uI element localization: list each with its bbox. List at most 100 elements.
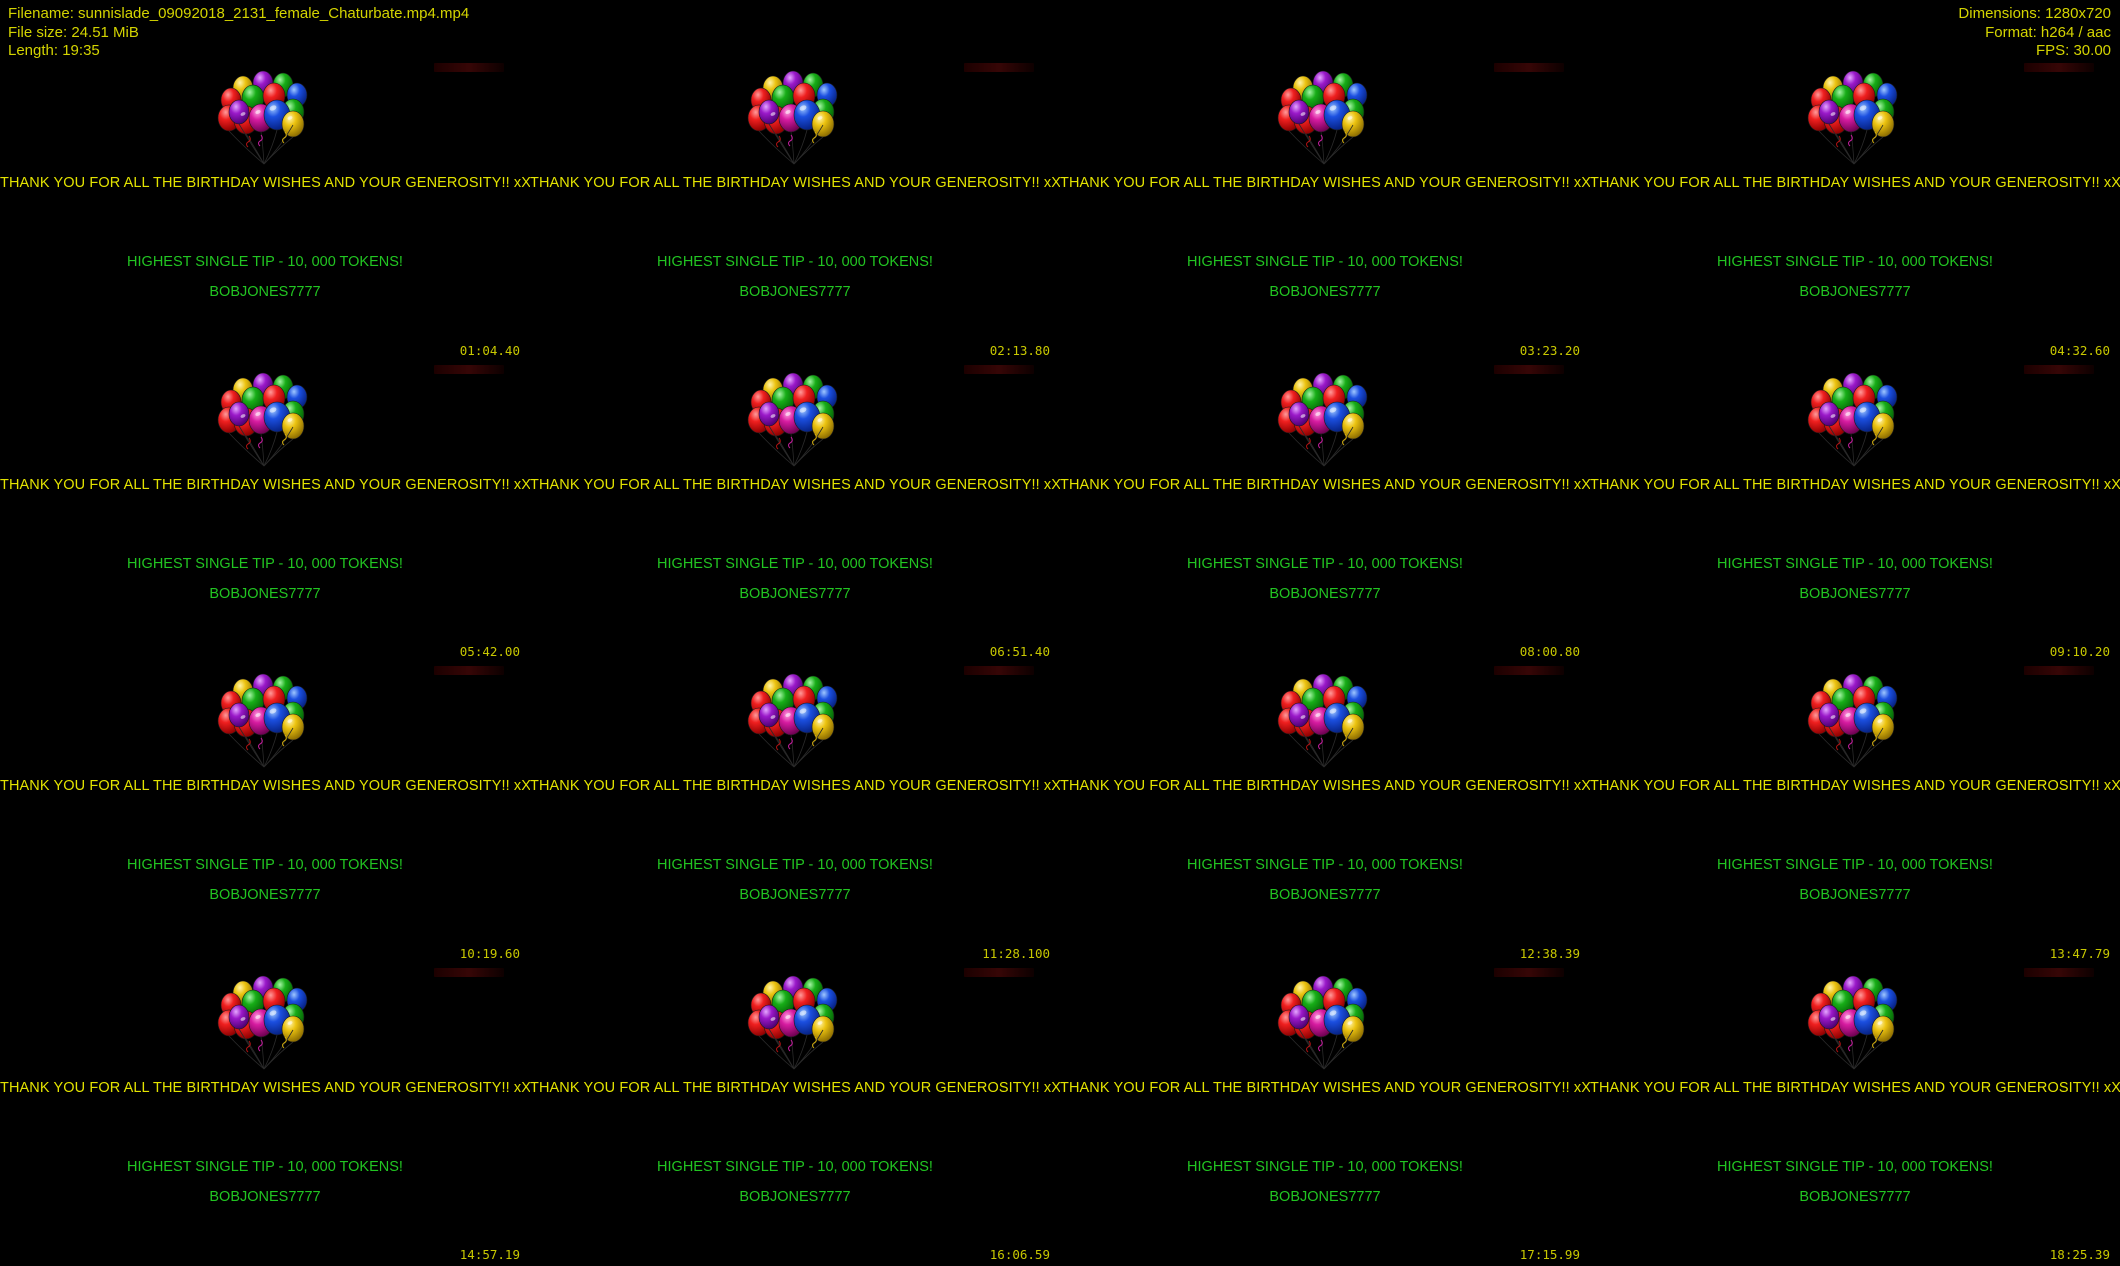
thumbnail-tile-5[interactable]: THANK YOU FOR ALL THE BIRTHDAY WISHES AN… (0, 361, 530, 663)
filename-label: Filename: sunnislade_09092018_2131_femal… (8, 5, 470, 22)
overlay-text-username: BOBJONES7777 (1269, 585, 1381, 602)
thumbnail-timestamp: 06:51.40 (989, 644, 1050, 659)
thumbnail-tile-16[interactable]: THANK YOU FOR ALL THE BIRTHDAY WISHES AN… (1590, 964, 2120, 1266)
thumbnail-timestamp: 14:57.19 (459, 1247, 520, 1262)
balloon-bunch-icon (209, 973, 321, 1085)
thumbnail-timestamp: 11:28.100 (982, 945, 1050, 961)
thumbnail-tile-9[interactable]: THANK YOU FOR ALL THE BIRTHDAY WISHES AN… (0, 663, 530, 965)
thumbnail-timestamp: 09:10.20 (2049, 644, 2110, 659)
balloon-bunch-icon (209, 68, 321, 180)
overlay-text-highest-tip: HIGHEST SINGLE TIP - 10, 000 TOKENS! (1187, 254, 1463, 270)
overlay-text-highest-tip: HIGHEST SINGLE TIP - 10, 000 TOKENS! (657, 857, 933, 873)
balloon-bunch-icon (1799, 973, 1911, 1085)
thumbnail-tile-15[interactable]: THANK YOU FOR ALL THE BIRTHDAY WISHES AN… (1060, 964, 1590, 1266)
thumbnail-tile-2[interactable]: THANK YOU FOR ALL THE BIRTHDAY WISHES AN… (530, 60, 1060, 362)
overlay-text-thankyou: THANK YOU FOR ALL THE BIRTHDAY WISHES AN… (1060, 175, 1590, 191)
thumbnail-timestamp: 08:00.80 (1519, 644, 1580, 659)
contact-sheet-header: Filename: sunnislade_09092018_2131_femal… (0, 0, 2120, 60)
balloon-bunch-icon (1799, 68, 1911, 180)
thumbnail-timestamp: 16:06.59 (989, 1247, 1050, 1262)
balloon-bunch-icon (209, 370, 321, 482)
frame-artifact (434, 63, 504, 72)
overlay-text-username: BOBJONES7777 (739, 284, 851, 300)
balloon-bunch-icon (1269, 671, 1381, 783)
balloon-bunch-icon (739, 68, 851, 180)
overlay-text-highest-tip: HIGHEST SINGLE TIP - 10, 000 TOKENS! (1717, 254, 1993, 270)
frame-artifact (434, 666, 504, 675)
overlay-text-username: BOBJONES7777 (1799, 585, 1911, 602)
thumbnail-timestamp: 12:38.39 (1519, 945, 1580, 961)
overlay-text-highest-tip: HIGHEST SINGLE TIP - 10, 000 TOKENS! (657, 555, 933, 572)
overlay-text-username: BOBJONES7777 (209, 585, 321, 602)
frame-artifact (2024, 666, 2094, 675)
thumbnail-timestamp: 18:25.39 (2049, 1247, 2110, 1262)
frame-artifact (964, 666, 1034, 675)
thumbnail-timestamp: 01:04.40 (459, 342, 520, 358)
overlay-text-highest-tip: HIGHEST SINGLE TIP - 10, 000 TOKENS! (1717, 857, 1993, 873)
balloon-bunch-icon (1269, 370, 1381, 482)
overlay-text-thankyou: THANK YOU FOR ALL THE BIRTHDAY WISHES AN… (530, 1079, 1060, 1096)
frame-artifact (434, 364, 504, 374)
frame-artifact (2024, 364, 2094, 374)
thumbnail-timestamp: 13:47.79 (2049, 945, 2110, 961)
overlay-text-highest-tip: HIGHEST SINGLE TIP - 10, 000 TOKENS! (127, 857, 403, 873)
filesize-label: File size: 24.51 MiB (8, 23, 139, 41)
balloon-bunch-icon (1799, 370, 1911, 482)
overlay-text-username: BOBJONES7777 (1799, 284, 1911, 300)
overlay-text-username: BOBJONES7777 (1799, 887, 1911, 903)
overlay-text-thankyou: THANK YOU FOR ALL THE BIRTHDAY WISHES AN… (1590, 1079, 2120, 1096)
overlay-text-thankyou: THANK YOU FOR ALL THE BIRTHDAY WISHES AN… (0, 476, 530, 493)
frame-artifact (964, 63, 1034, 72)
thumbnail-timestamp: 03:23.20 (1519, 342, 1580, 358)
thumbnail-tile-3[interactable]: THANK YOU FOR ALL THE BIRTHDAY WISHES AN… (1060, 60, 1590, 362)
thumbnail-tile-4[interactable]: THANK YOU FOR ALL THE BIRTHDAY WISHES AN… (1590, 60, 2120, 362)
thumbnail-tile-7[interactable]: THANK YOU FOR ALL THE BIRTHDAY WISHES AN… (1060, 361, 1590, 663)
overlay-text-username: BOBJONES7777 (1269, 284, 1381, 300)
thumbnail-timestamp: 17:15.99 (1519, 1247, 1580, 1262)
thumbnail-timestamp: 02:13.80 (989, 342, 1050, 358)
overlay-text-username: BOBJONES7777 (739, 585, 851, 602)
frame-artifact (2024, 967, 2094, 977)
overlay-text-highest-tip: HIGHEST SINGLE TIP - 10, 000 TOKENS! (127, 1158, 403, 1175)
overlay-text-thankyou: THANK YOU FOR ALL THE BIRTHDAY WISHES AN… (530, 175, 1060, 191)
thumbnail-tile-10[interactable]: THANK YOU FOR ALL THE BIRTHDAY WISHES AN… (530, 663, 1060, 965)
thumbnail-timestamp: 10:19.60 (459, 945, 520, 961)
thumbnail-tile-8[interactable]: THANK YOU FOR ALL THE BIRTHDAY WISHES AN… (1590, 361, 2120, 663)
thumbnail-timestamp: 05:42.00 (459, 644, 520, 659)
overlay-text-username: BOBJONES7777 (1269, 1188, 1381, 1205)
dimensions-label: Dimensions: 1280x720 (1958, 5, 2111, 22)
balloon-bunch-icon (1799, 671, 1911, 783)
frame-artifact (964, 364, 1034, 374)
balloon-bunch-icon (739, 973, 851, 1085)
overlay-text-username: BOBJONES7777 (209, 284, 321, 300)
overlay-text-highest-tip: HIGHEST SINGLE TIP - 10, 000 TOKENS! (1187, 857, 1463, 873)
fps-label: FPS: 30.00 (2035, 42, 2111, 59)
balloon-bunch-icon (209, 671, 321, 783)
frame-artifact (964, 967, 1034, 977)
overlay-text-thankyou: THANK YOU FOR ALL THE BIRTHDAY WISHES AN… (1060, 778, 1590, 794)
thumbnail-tile-6[interactable]: THANK YOU FOR ALL THE BIRTHDAY WISHES AN… (530, 361, 1060, 663)
frame-artifact (2024, 63, 2094, 72)
thumbnail-tile-12[interactable]: THANK YOU FOR ALL THE BIRTHDAY WISHES AN… (1590, 663, 2120, 965)
overlay-text-username: BOBJONES7777 (1799, 1188, 1911, 1205)
overlay-text-highest-tip: HIGHEST SINGLE TIP - 10, 000 TOKENS! (1187, 1158, 1463, 1175)
thumbnail-tile-13[interactable]: THANK YOU FOR ALL THE BIRTHDAY WISHES AN… (0, 964, 530, 1266)
overlay-text-thankyou: THANK YOU FOR ALL THE BIRTHDAY WISHES AN… (1590, 778, 2120, 794)
frame-artifact (1494, 666, 1564, 675)
overlay-text-thankyou: THANK YOU FOR ALL THE BIRTHDAY WISHES AN… (1590, 476, 2120, 493)
overlay-text-highest-tip: HIGHEST SINGLE TIP - 10, 000 TOKENS! (657, 254, 933, 270)
length-label: Length: 19:35 (8, 42, 100, 59)
overlay-text-username: BOBJONES7777 (209, 1188, 321, 1205)
overlay-text-highest-tip: HIGHEST SINGLE TIP - 10, 000 TOKENS! (127, 555, 403, 572)
overlay-text-highest-tip: HIGHEST SINGLE TIP - 10, 000 TOKENS! (127, 254, 403, 270)
overlay-text-highest-tip: HIGHEST SINGLE TIP - 10, 000 TOKENS! (1717, 555, 1993, 572)
thumbnail-tile-11[interactable]: THANK YOU FOR ALL THE BIRTHDAY WISHES AN… (1060, 663, 1590, 965)
balloon-bunch-icon (739, 370, 851, 482)
thumbnail-tile-1[interactable]: THANK YOU FOR ALL THE BIRTHDAY WISHES AN… (0, 60, 530, 362)
frame-artifact (434, 967, 504, 977)
overlay-text-highest-tip: HIGHEST SINGLE TIP - 10, 000 TOKENS! (657, 1158, 933, 1175)
frame-artifact (1494, 63, 1564, 72)
frame-artifact (1494, 967, 1564, 977)
balloon-bunch-icon (1269, 973, 1381, 1085)
thumbnail-tile-14[interactable]: THANK YOU FOR ALL THE BIRTHDAY WISHES AN… (530, 964, 1060, 1266)
